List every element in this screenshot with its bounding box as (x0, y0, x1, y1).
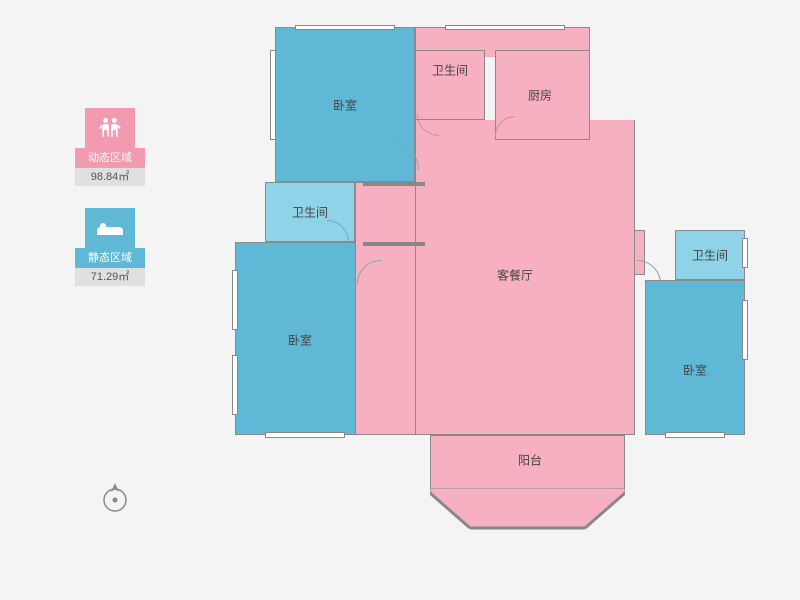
window (270, 50, 276, 140)
window (445, 25, 565, 30)
label-bathroom-right: 卫生间 (692, 247, 728, 264)
floorplan: 卧室卫生间厨房客餐厅卫生间卧室卧室卫生间阳台 (235, 20, 745, 550)
window (265, 432, 345, 438)
window (742, 300, 748, 360)
window (232, 270, 238, 330)
label-bathroom-left: 卫生间 (292, 204, 328, 221)
compass-icon (100, 480, 130, 519)
label-bedroom-left: 卧室 (288, 332, 312, 349)
legend-dynamic: 动态区域 98.84㎡ (75, 108, 145, 186)
sleep-icon (85, 208, 135, 248)
label-kitchen: 厨房 (528, 87, 552, 104)
room-bedroom-right (645, 280, 745, 435)
legend-static: 静态区域 71.29㎡ (75, 208, 145, 286)
label-bedroom-top: 卧室 (333, 97, 357, 114)
label-bathroom-top: 卫生间 (432, 62, 468, 79)
label-bedroom-right: 卧室 (683, 362, 707, 379)
legend-static-title: 静态区域 (75, 248, 145, 268)
window (295, 25, 395, 30)
label-balcony: 阳台 (518, 452, 542, 469)
room-bathroom-top (415, 50, 485, 120)
label-living: 客餐厅 (497, 267, 533, 284)
window (665, 432, 725, 438)
people-icon (85, 108, 135, 148)
legend: 动态区域 98.84㎡ 静态区域 71.29㎡ (75, 108, 145, 308)
wall-segment (363, 182, 425, 186)
legend-dynamic-value: 98.84㎡ (75, 168, 145, 186)
legend-dynamic-title: 动态区域 (75, 148, 145, 168)
legend-static-value: 71.29㎡ (75, 268, 145, 286)
balcony-edge (430, 488, 625, 533)
window (232, 355, 238, 415)
wall-segment (363, 242, 425, 246)
window (742, 238, 748, 268)
